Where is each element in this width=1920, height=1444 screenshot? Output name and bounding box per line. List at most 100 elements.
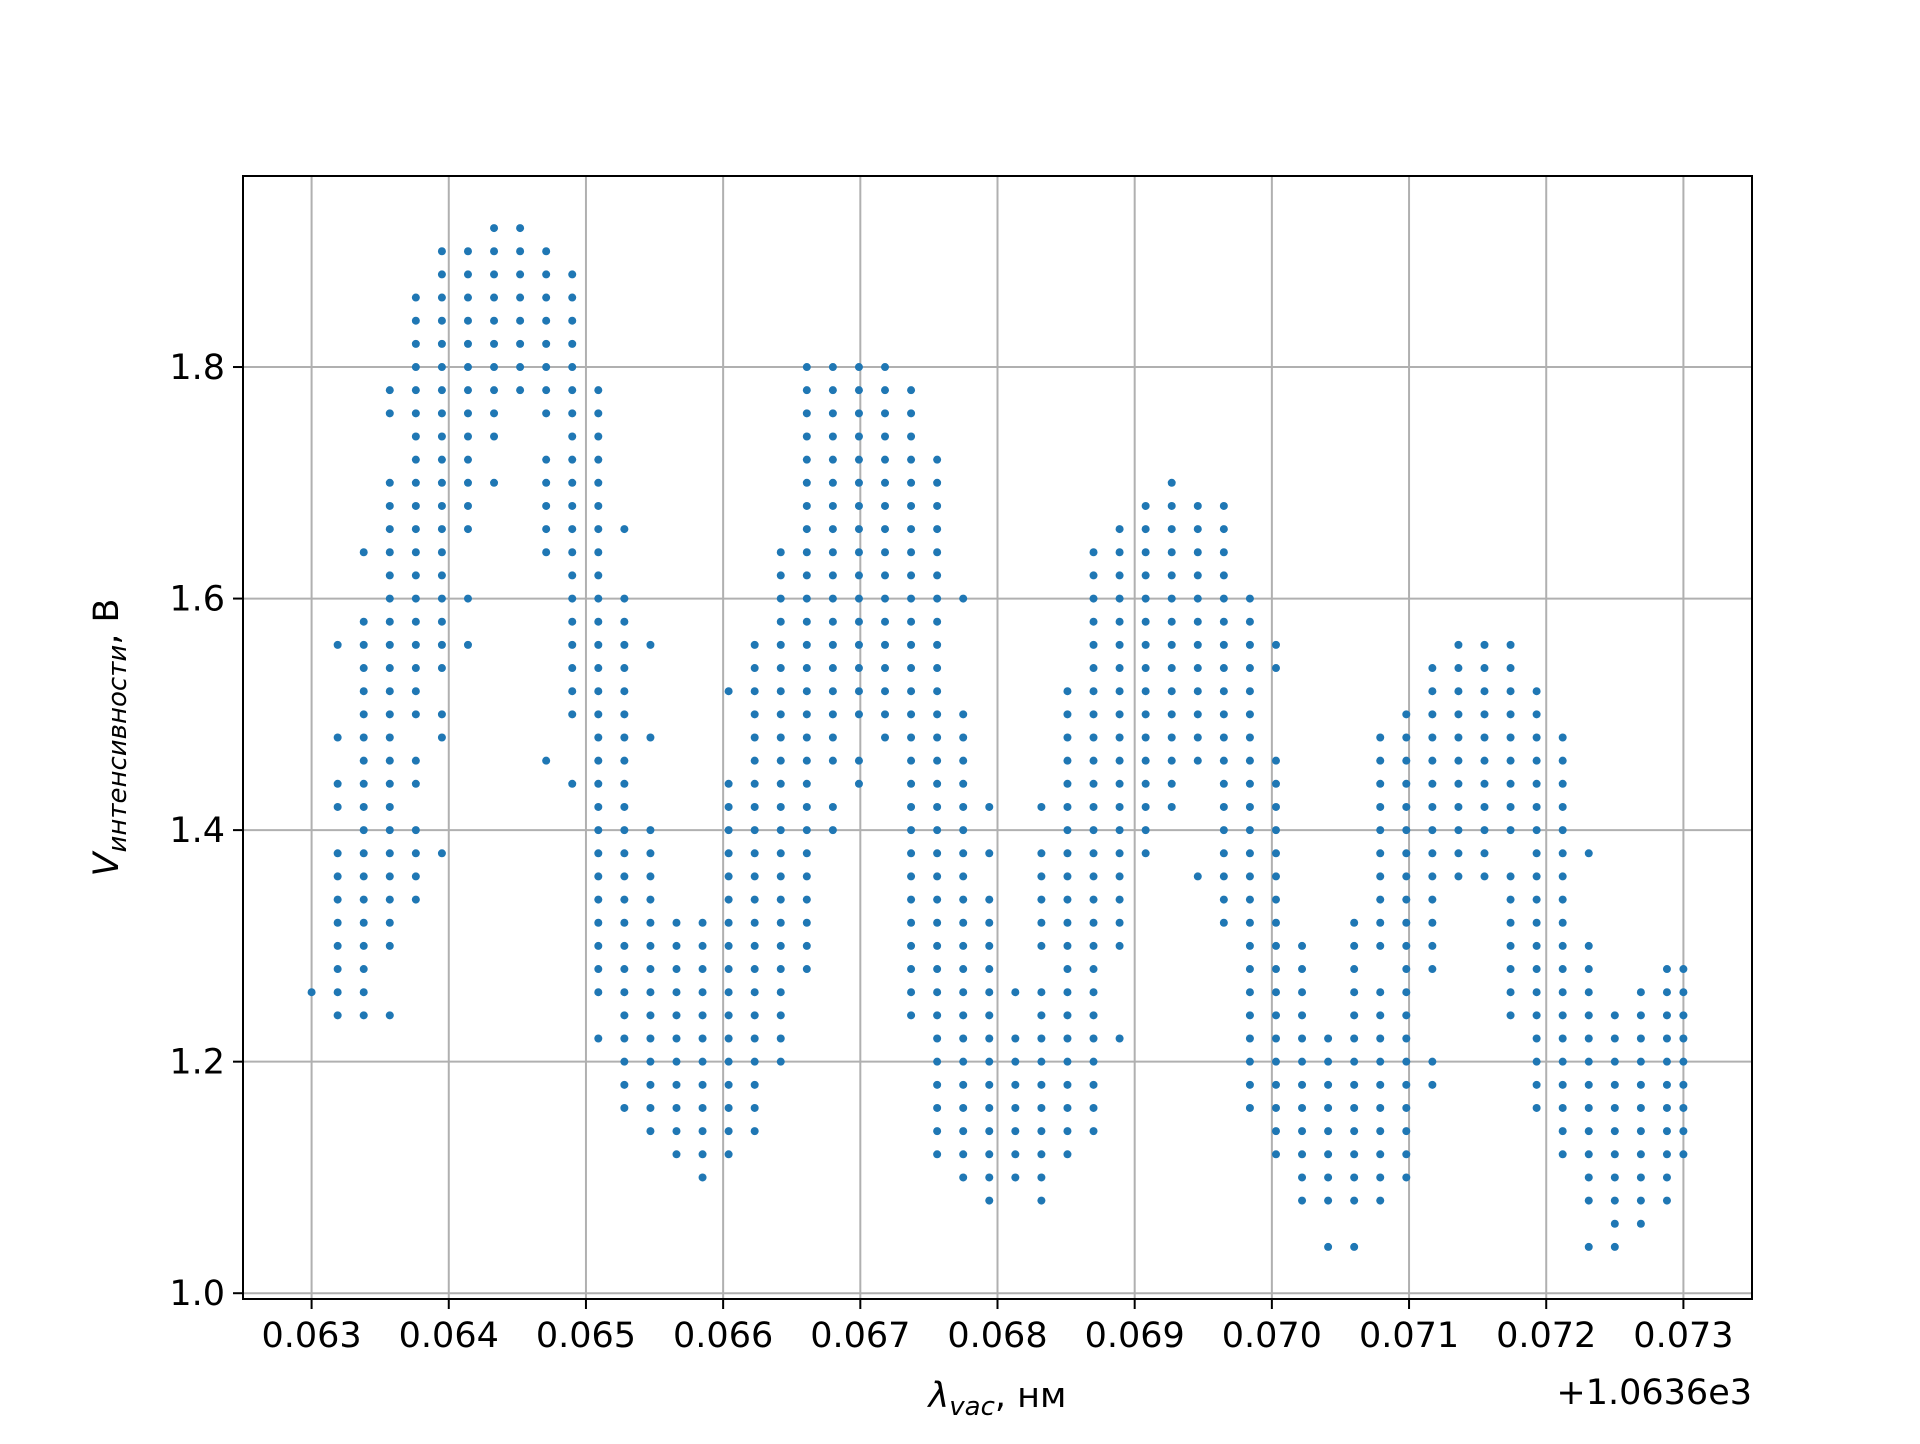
data-point (1115, 664, 1124, 673)
data-point (437, 270, 446, 279)
data-point (1089, 733, 1098, 742)
data-point (1584, 1150, 1593, 1159)
data-point (594, 548, 603, 557)
data-point (724, 918, 733, 927)
data-point (854, 594, 863, 603)
y-axis-label-sub: интенсивности (103, 645, 133, 853)
data-point (463, 316, 472, 325)
data-point (672, 1080, 681, 1089)
data-point (907, 988, 916, 997)
data-point (437, 548, 446, 557)
data-point (1167, 640, 1176, 649)
data-point (1350, 1150, 1359, 1159)
data-point (1636, 1150, 1645, 1159)
data-point (594, 895, 603, 904)
data-point (411, 664, 420, 673)
data-point (1376, 918, 1385, 927)
y-axis-label-rest: , В (87, 598, 127, 644)
data-point (1298, 1196, 1307, 1205)
data-point (881, 432, 890, 441)
data-point (1532, 733, 1541, 742)
data-point (1636, 1219, 1645, 1228)
data-point (568, 594, 577, 603)
data-point (646, 849, 655, 858)
data-point (1376, 872, 1385, 881)
data-point (1193, 548, 1202, 557)
data-point (1089, 988, 1098, 997)
data-point (1428, 941, 1437, 950)
x-tick-label: 0.070 (1222, 1316, 1322, 1356)
data-point (750, 664, 759, 673)
data-point (1063, 872, 1072, 881)
data-point (1506, 640, 1515, 649)
data-point (1089, 802, 1098, 811)
data-point (1662, 965, 1671, 974)
data-point (933, 664, 942, 673)
data-point (802, 918, 811, 927)
data-point (1011, 1080, 1020, 1089)
data-point (463, 432, 472, 441)
data-point (1271, 1034, 1280, 1043)
data-point (698, 1173, 707, 1182)
data-point (1115, 710, 1124, 719)
data-point (881, 687, 890, 696)
x-tick-label: 0.071 (1359, 1316, 1459, 1356)
data-point (1376, 733, 1385, 742)
data-point (1089, 756, 1098, 765)
data-point (1610, 1011, 1619, 1020)
data-point (620, 1057, 629, 1066)
data-point (1662, 1080, 1671, 1089)
data-point (1115, 918, 1124, 927)
data-point (594, 802, 603, 811)
data-point (1141, 733, 1150, 742)
data-point (1428, 687, 1437, 696)
data-point (750, 1103, 759, 1112)
data-point (881, 640, 890, 649)
data-point (333, 895, 342, 904)
data-point (1219, 687, 1228, 696)
data-point (1271, 779, 1280, 788)
data-point (776, 756, 785, 765)
data-point (1271, 849, 1280, 858)
data-point (1662, 1057, 1671, 1066)
data-point (646, 733, 655, 742)
data-point (1584, 941, 1593, 950)
data-point (1558, 733, 1567, 742)
data-point (959, 756, 968, 765)
data-point (359, 548, 368, 557)
data-point (1532, 965, 1541, 974)
data-point (750, 710, 759, 719)
data-point (385, 478, 394, 487)
data-point (411, 293, 420, 302)
data-point (1089, 849, 1098, 858)
data-point (1141, 501, 1150, 510)
data-point (1271, 988, 1280, 997)
data-point (594, 409, 603, 418)
data-point (1558, 756, 1567, 765)
data-point (933, 988, 942, 997)
data-point (750, 941, 759, 950)
data-point (1428, 779, 1437, 788)
data-point (1298, 1034, 1307, 1043)
data-point (1298, 1080, 1307, 1089)
data-point (1480, 710, 1489, 719)
data-point (1167, 733, 1176, 742)
data-point (594, 872, 603, 881)
data-point (1376, 849, 1385, 858)
data-point (1506, 779, 1515, 788)
data-point (1558, 941, 1567, 950)
data-point (359, 941, 368, 950)
data-point (828, 664, 837, 673)
data-point (1402, 779, 1411, 788)
y-tick-label: 1.4 (169, 811, 225, 851)
data-point (594, 779, 603, 788)
data-point (698, 918, 707, 927)
data-point (385, 548, 394, 557)
data-point (594, 756, 603, 765)
data-point (672, 1127, 681, 1136)
data-point (1454, 872, 1463, 881)
data-point (411, 687, 420, 696)
data-point (1271, 965, 1280, 974)
data-point (802, 965, 811, 974)
